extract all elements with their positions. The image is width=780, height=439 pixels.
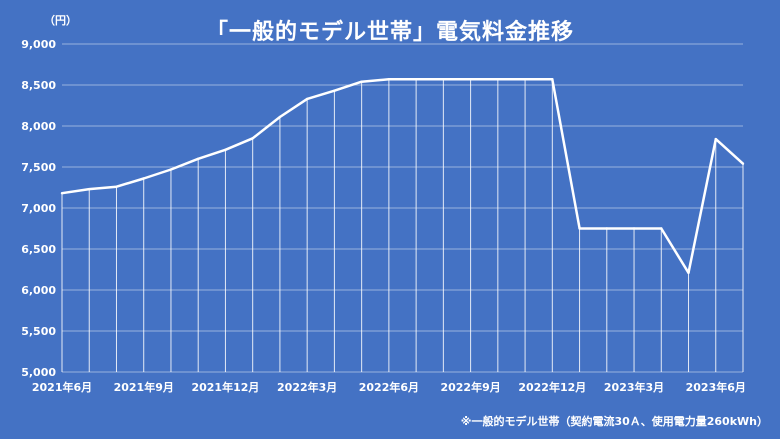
data-point: [197, 157, 200, 160]
y-tick-label: 8,000: [21, 120, 56, 133]
x-tick-label: 2022年9月: [440, 380, 500, 394]
data-point: [714, 137, 717, 141]
y-tick-label: 6,000: [21, 284, 56, 297]
data-point: [469, 78, 472, 81]
y-tick-label: 9,000: [21, 38, 56, 51]
data-point: [632, 227, 636, 230]
data-point: [551, 78, 554, 81]
data-point: [360, 80, 363, 83]
y-tick-label: 7,500: [21, 161, 56, 174]
data-point: [687, 271, 690, 274]
data-point: [442, 78, 445, 81]
y-tick-label: 7,000: [21, 202, 56, 215]
x-tick-label: 2022年6月: [359, 380, 419, 394]
x-tick-label: 2023年3月: [604, 380, 664, 394]
data-point: [414, 78, 418, 81]
y-tick-label: 5,500: [21, 325, 56, 338]
chart-title: 「一般的モデル世帯」電気料金推移: [205, 20, 574, 45]
data-point: [224, 148, 227, 151]
x-tick-label: 2021年12月: [191, 380, 259, 394]
data-point: [251, 137, 254, 140]
x-tick-label: 2023年6月: [686, 380, 746, 394]
data-point: [305, 97, 309, 101]
x-tick-label: 2021年9月: [114, 380, 174, 394]
data-point: [88, 187, 91, 191]
data-point: [605, 227, 608, 230]
data-point: [496, 78, 500, 81]
data-point: [333, 89, 336, 92]
data-point: [142, 177, 145, 180]
y-tick-label: 5,000: [21, 366, 56, 379]
data-point: [578, 227, 581, 230]
x-tick-label: 2021年6月: [32, 380, 92, 394]
data-point: [169, 168, 173, 171]
y-tick-label: 6,500: [21, 243, 56, 256]
data-point: [387, 78, 391, 81]
data-point: [278, 115, 282, 119]
data-point: [660, 227, 663, 230]
x-tick-label: 2022年3月: [277, 380, 337, 394]
chart-footnote: ※一般的モデル世帯（契約電流30Ａ、使用電力量260kWh）: [460, 415, 768, 428]
series-line: [61, 78, 744, 275]
data-point: [523, 78, 527, 81]
x-tick-label: 2022年12月: [518, 380, 586, 394]
y-axis-unit: （円）: [44, 14, 77, 27]
data-point: [115, 185, 118, 188]
data-point: [741, 162, 745, 165]
data-point: [60, 192, 64, 195]
y-tick-label: 8,500: [21, 79, 56, 92]
